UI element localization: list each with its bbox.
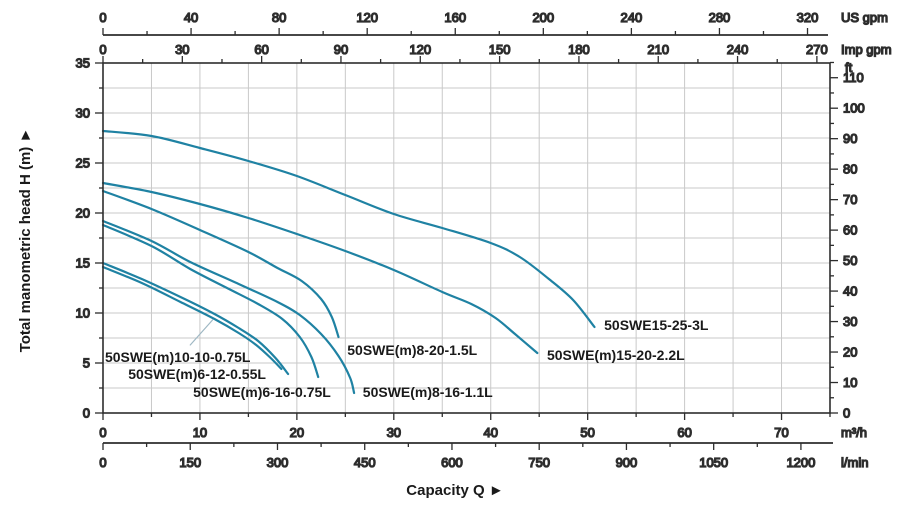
curve-50SWE(m)6-12-0.55L [101, 265, 283, 371]
tick-label-impgpm: 270 [806, 42, 828, 57]
tick-label-impgpm: 180 [568, 42, 590, 57]
tick-label-lmin: 300 [267, 455, 289, 470]
tick-label-lmin: 750 [528, 455, 550, 470]
tick-label-ft: 20 [843, 345, 857, 360]
tick-label-ft: 30 [843, 314, 857, 329]
axis-lmin: 0 150 300 450 600 750 900 1050 1200 l/min [99, 442, 869, 471]
curve-50SWE(m)8-16-1.1L [101, 219, 356, 395]
axis-unit-lmin: l/min [841, 455, 868, 470]
tick-label-m3h: 30 [387, 425, 401, 440]
tick-label-impgpm: 30 [175, 42, 189, 57]
curve-50SWE15-25-3L [101, 129, 596, 329]
tick-label-m3h: 20 [290, 425, 304, 440]
curve-label: 50SWE(m)8-20-1.5L [347, 342, 477, 358]
tick-label-usgpm: 0 [99, 10, 106, 25]
pump-curves [101, 129, 596, 395]
tick-label-ft: 90 [843, 131, 857, 146]
label-leader-line [189, 319, 214, 346]
curve-50SWE(m)8-20-1.5L [101, 189, 340, 339]
tick-label-m: 15 [76, 256, 90, 271]
tick-label-ft: 80 [843, 162, 857, 177]
tick-label-impgpm: 0 [99, 42, 106, 57]
tick-label-ft: 110 [843, 70, 864, 85]
axis-m: 0 5 10 15 20 25 30 35 [75, 55, 103, 421]
tick-label-usgpm: 200 [532, 10, 554, 25]
tick-label-ft: 0 [843, 406, 850, 421]
tick-label-impgpm: 210 [647, 42, 669, 57]
tick-label-lmin: 1200 [786, 455, 815, 470]
curve-labels: 50SWE15-25-3L 50SWE(m)15-20-2.2L 50SWE(m)8… [105, 317, 709, 400]
tick-label-m: 35 [76, 56, 90, 71]
axis-unit-ft: ft [845, 60, 853, 75]
curve-label: 50SWE(m)10-10-0.75L [105, 349, 251, 365]
curve-label: 50SWE15-25-3L [604, 317, 709, 333]
tick-label-m: 5 [83, 356, 90, 371]
curve-50SWE(m)6-16-0.75L [101, 223, 320, 379]
tick-label-m: 0 [83, 406, 90, 421]
axis-unit-usgpm: US gpm [841, 10, 888, 25]
tick-label-usgpm: 40 [184, 10, 198, 25]
tick-label-impgpm: 150 [489, 42, 511, 57]
tick-label-usgpm: 240 [621, 10, 643, 25]
tick-label-impgpm: 240 [727, 42, 749, 57]
tick-label-lmin: 0 [99, 455, 106, 470]
curve-50SWE(m)15-20-2.2L [101, 181, 539, 355]
tick-label-m3h: 40 [483, 425, 497, 440]
tick-label-usgpm: 320 [797, 10, 819, 25]
tick-label-impgpm: 60 [254, 42, 268, 57]
x-axis-title: Capacity Q ► [406, 482, 503, 499]
tick-label-m3h: 0 [99, 425, 106, 440]
tick-label-ft: 50 [843, 253, 857, 268]
tick-label-ft: 10 [843, 375, 857, 390]
tick-label-lmin: 600 [441, 455, 463, 470]
tick-label-m: 10 [76, 306, 90, 321]
tick-label-lmin: 900 [616, 455, 638, 470]
tick-label-m3h: 10 [193, 425, 207, 440]
curve-label: 50SWE(m)15-20-2.2L [547, 347, 685, 363]
tick-label-m: 20 [76, 206, 90, 221]
curve-label: 50SWE(m)6-12-0.55L [128, 366, 266, 382]
tick-label-ft: 60 [843, 223, 857, 238]
tick-label-m3h: 70 [774, 425, 788, 440]
tick-label-ft: 40 [843, 284, 857, 299]
tick-label-m: 25 [76, 156, 90, 171]
tick-label-lmin: 1050 [699, 455, 728, 470]
tick-label-usgpm: 80 [272, 10, 286, 25]
tick-label-m: 30 [76, 106, 90, 121]
tick-label-usgpm: 280 [709, 10, 731, 25]
curve-label: 50SWE(m)8-16-1.1L [363, 384, 493, 400]
tick-label-usgpm: 160 [444, 10, 466, 25]
tick-label-lmin: 450 [354, 455, 376, 470]
curve-label: 50SWE(m)6-16-0.75L [193, 384, 331, 400]
tick-label-ft: 70 [843, 192, 857, 207]
tick-label-impgpm: 120 [409, 42, 431, 57]
tick-label-lmin: 150 [179, 455, 201, 470]
tick-label-impgpm: 90 [334, 42, 348, 57]
y-axis-title: Total manometric head H (m) ► [17, 128, 34, 353]
axis-unit-impgpm: Imp gpm [841, 42, 892, 57]
tick-label-ft: 100 [843, 101, 865, 116]
tick-label-m3h: 50 [580, 425, 594, 440]
tick-label-m3h: 60 [677, 425, 691, 440]
axis-impgpm: 0 30 60 90 120 150 180 210 240 270 Imp gpm [99, 41, 892, 63]
curve-50SWE(m)10-10-0.75L [101, 261, 290, 376]
gridlines [103, 63, 830, 413]
axis-usgpm: 0 40 80 120 160 200 240 280 320 US gpm [99, 9, 889, 36]
axis-unit-m3h: m³/h [841, 425, 867, 440]
tick-label-usgpm: 120 [356, 10, 378, 25]
axis-m3h: 0 10 20 30 40 50 60 70 m³/h [99, 413, 868, 441]
